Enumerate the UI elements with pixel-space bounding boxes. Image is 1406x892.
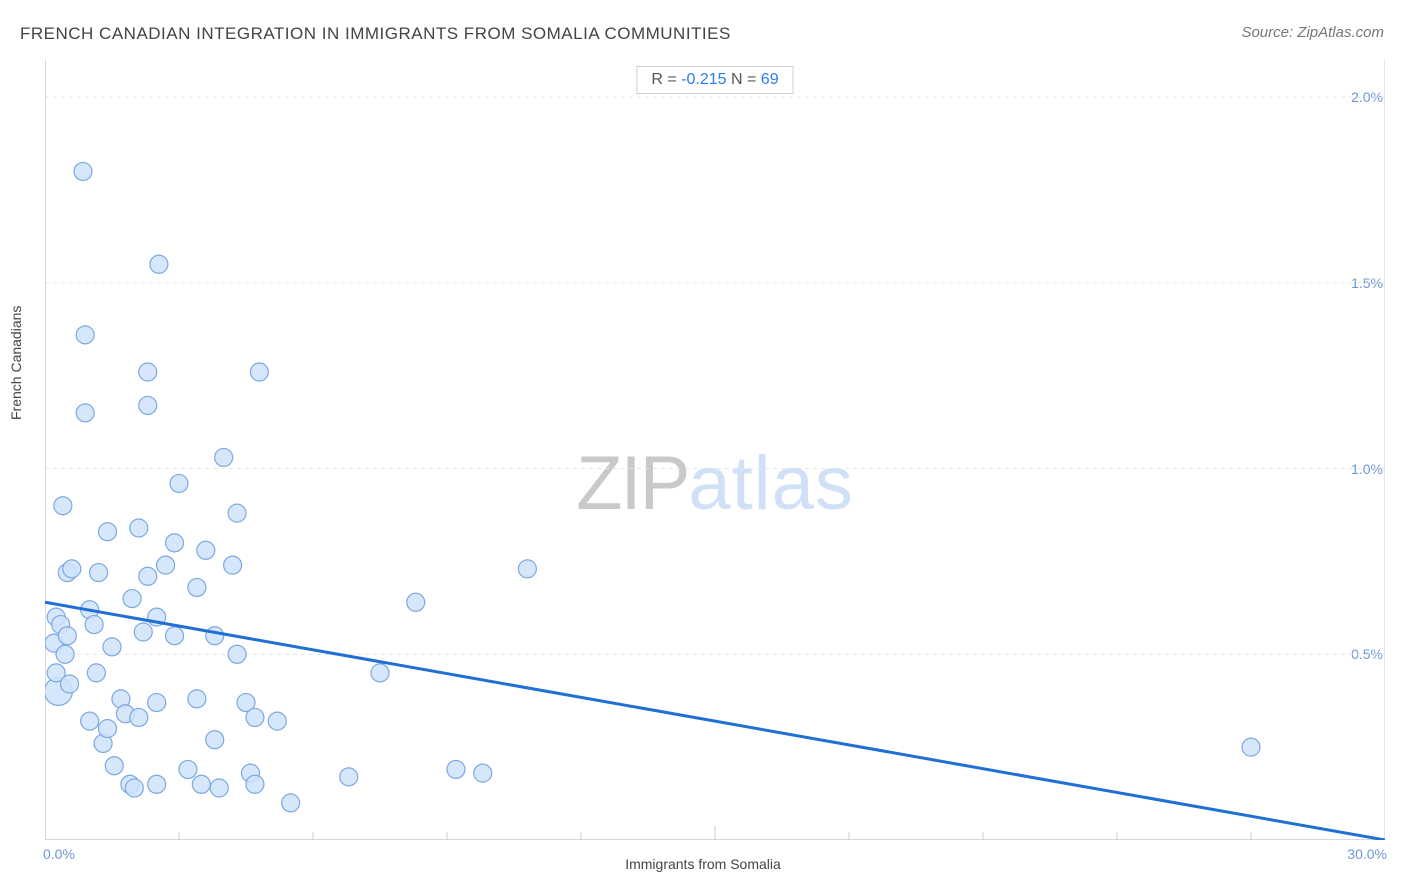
x-axis-label: Immigrants from Somalia bbox=[625, 856, 781, 872]
n-value: 69 bbox=[761, 71, 779, 88]
x-min-label: 0.0% bbox=[43, 846, 75, 862]
r-label: R = bbox=[651, 71, 681, 88]
stats-box: R = -0.215 N = 69 bbox=[636, 66, 793, 94]
y-axis-label: French Canadians bbox=[8, 306, 24, 420]
r-value: -0.215 bbox=[681, 71, 726, 88]
plot-svg bbox=[45, 60, 1385, 840]
n-label: N = bbox=[727, 71, 761, 88]
scatter-plot: R = -0.215 N = 69 ZIPatlas 0.0% 30.0% 0.… bbox=[45, 60, 1385, 840]
source-credit: Source: ZipAtlas.com bbox=[1241, 24, 1384, 41]
x-max-label: 30.0% bbox=[1347, 846, 1387, 862]
chart-title: FRENCH CANADIAN INTEGRATION IN IMMIGRANT… bbox=[20, 24, 731, 44]
